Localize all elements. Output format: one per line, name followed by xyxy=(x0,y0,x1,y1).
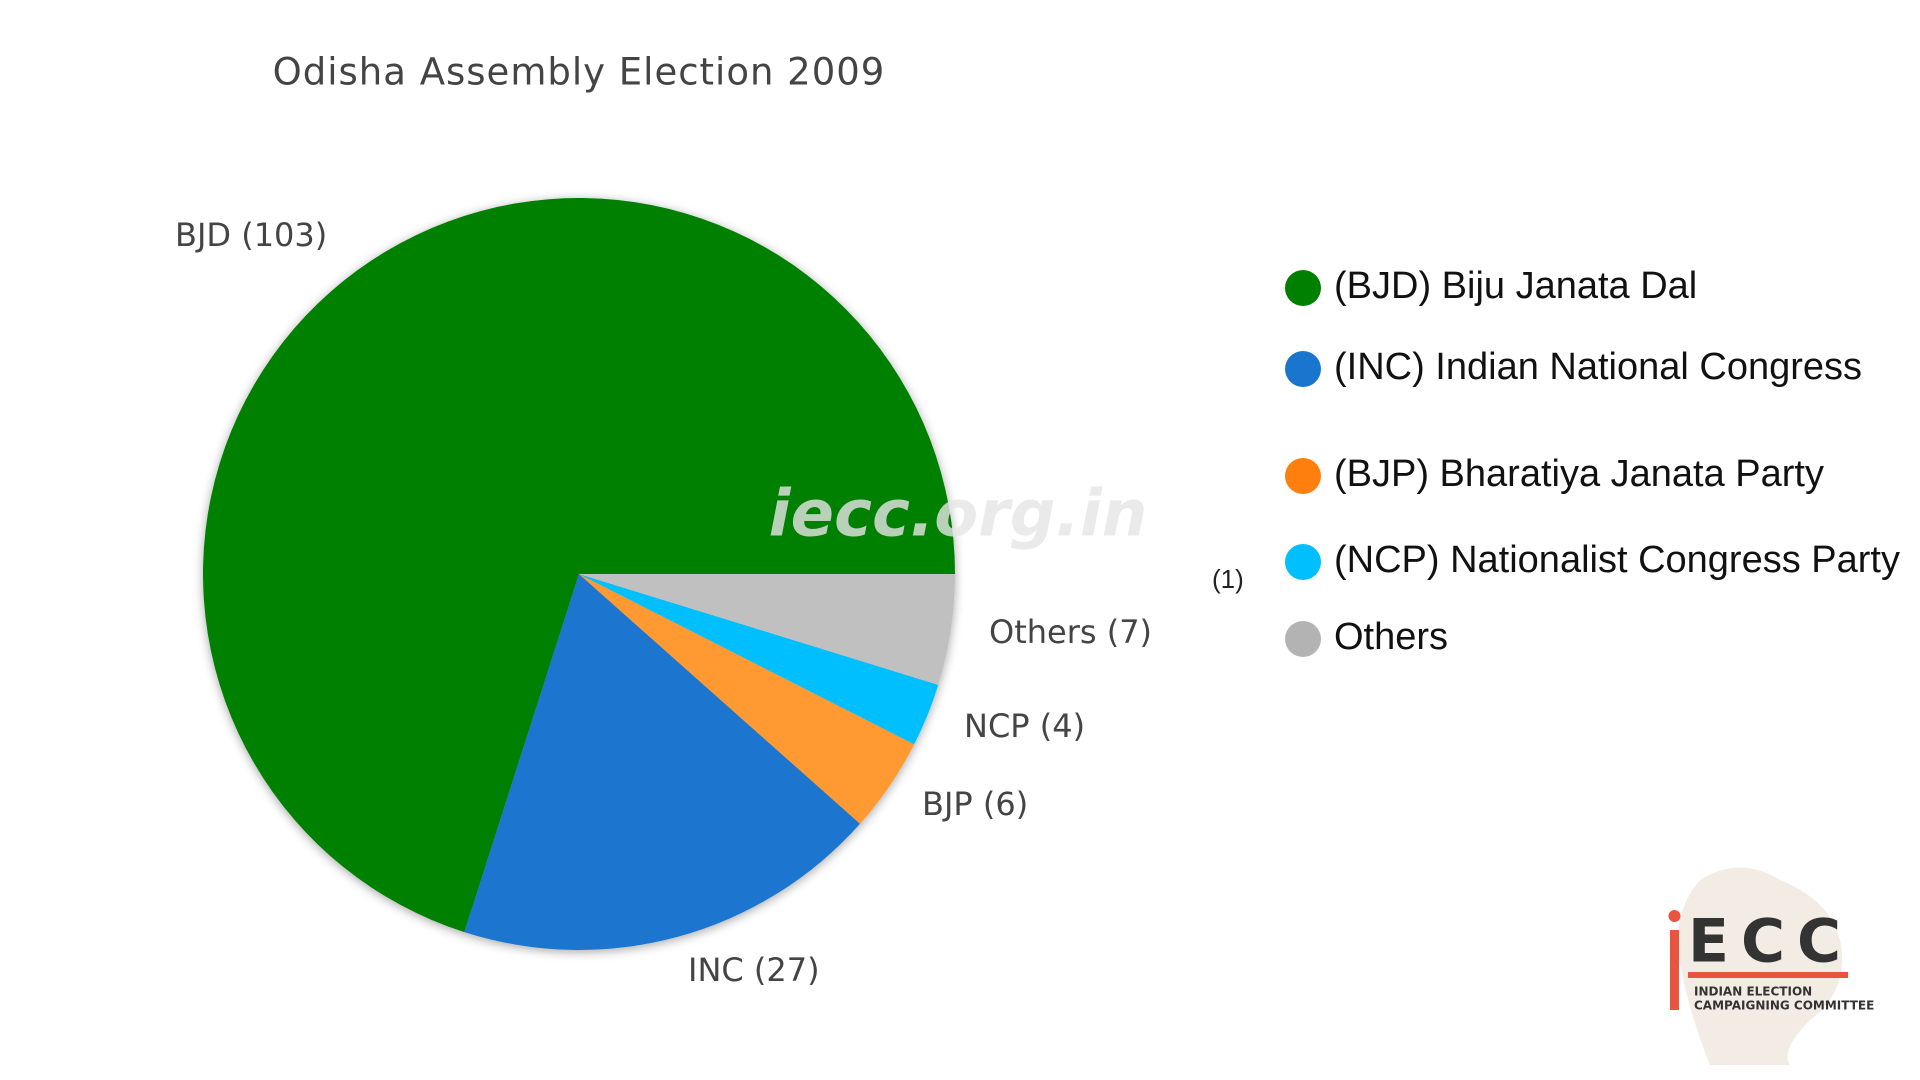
legend-label: (BJP) Bharatiya Janata Party xyxy=(1334,453,1824,495)
logo-caption: INDIAN ELECTION xyxy=(1694,985,1812,999)
logo-caption: CAMPAIGNING COMMITTEE xyxy=(1694,999,1874,1013)
pie-slice xyxy=(579,574,915,824)
legend-marker xyxy=(1285,544,1321,580)
data-label: BJD (103) xyxy=(175,216,327,254)
data-label: Others (7) xyxy=(989,613,1152,651)
data-label: NCP (4) xyxy=(964,707,1085,745)
annotation: (1) xyxy=(1212,564,1244,594)
pie-slice xyxy=(579,574,955,685)
legend-marker xyxy=(1285,270,1321,306)
logo-bar xyxy=(1670,930,1679,1010)
legend-label: (INC) Indian National Congress xyxy=(1334,346,1862,388)
legend-label: (BJD) Biju Janata Dal xyxy=(1334,265,1697,307)
legend-marker xyxy=(1285,458,1321,494)
logo: ECC INDIAN ELECTION CAMPAIGNING COMMITTE… xyxy=(1668,867,1874,1065)
legend-marker xyxy=(1285,351,1321,387)
chart-title: Odisha Assembly Election 2009 xyxy=(273,51,886,94)
pie-slice xyxy=(203,197,955,933)
data-label: BJP (6) xyxy=(922,785,1028,823)
pie xyxy=(203,197,955,950)
legend-label: Others xyxy=(1334,616,1448,658)
legend-marker xyxy=(1285,621,1321,657)
data-label: INC (27) xyxy=(688,951,820,989)
legend-label: (NCP) Nationalist Congress Party xyxy=(1334,539,1900,581)
logo-underline xyxy=(1688,972,1848,978)
pie-slice xyxy=(579,574,939,745)
logo-dot xyxy=(1668,910,1681,922)
pie-slice xyxy=(464,574,861,950)
watermark: iecc.org.in xyxy=(769,478,1148,552)
logo-map xyxy=(1677,867,1842,1065)
logo-mark: ECC xyxy=(1688,907,1853,977)
